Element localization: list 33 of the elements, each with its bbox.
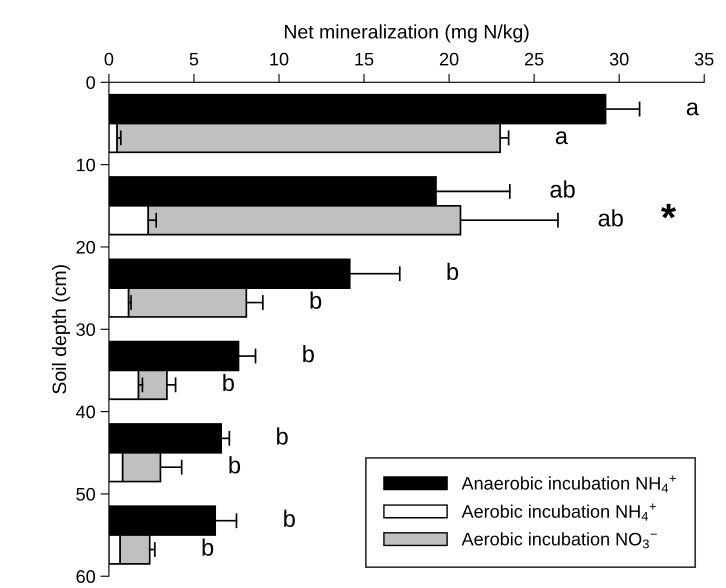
x-tick-label: 15 [355,52,374,66]
x-tick-label: 35 [694,52,714,66]
annotation: b [310,292,322,309]
x-tick-label: 30 [610,52,629,66]
legend-label: Anaerobic incubation NH$_{4}$$^{+}$ [462,475,676,492]
y-tick-label: 20 [76,240,95,254]
legend-label: Aerobic incubation NO$_{3}$$^{−}$ [462,532,657,548]
x-tick-label: 20 [440,52,458,66]
x-tick-label: 0 [104,52,114,66]
annotation: b [223,374,234,392]
y-tick-label: 40 [76,406,95,418]
annotation: b [202,538,214,556]
y-axis-title: Soil depth (cm) [52,265,70,394]
annotation: b [284,510,295,528]
annotation: a [686,102,699,116]
y-tick-label: 0 [86,76,95,90]
annotation: b [447,262,458,280]
legend-label: Aerobic incubation NH$_{4}$$^{+}$ [462,503,656,521]
y-tick-label: 30 [76,323,95,336]
annotation: a [556,131,568,144]
annotation: b [277,427,288,445]
annotation: ab [598,209,623,227]
y-tick-label: 50 [76,488,95,501]
x-tick-label: 5 [190,52,198,66]
annotation: b [303,345,314,362]
y-tick-label: 60 [76,570,95,583]
annotation: b [229,456,240,474]
annotation: * [661,204,676,218]
x-tick-label: 10 [270,52,288,66]
x-axis-title: Net mineralization (mg N/kg) [284,24,529,42]
y-tick-label: 10 [77,158,95,172]
annotation: ab [550,180,575,198]
x-tick-label: 25 [524,52,544,66]
